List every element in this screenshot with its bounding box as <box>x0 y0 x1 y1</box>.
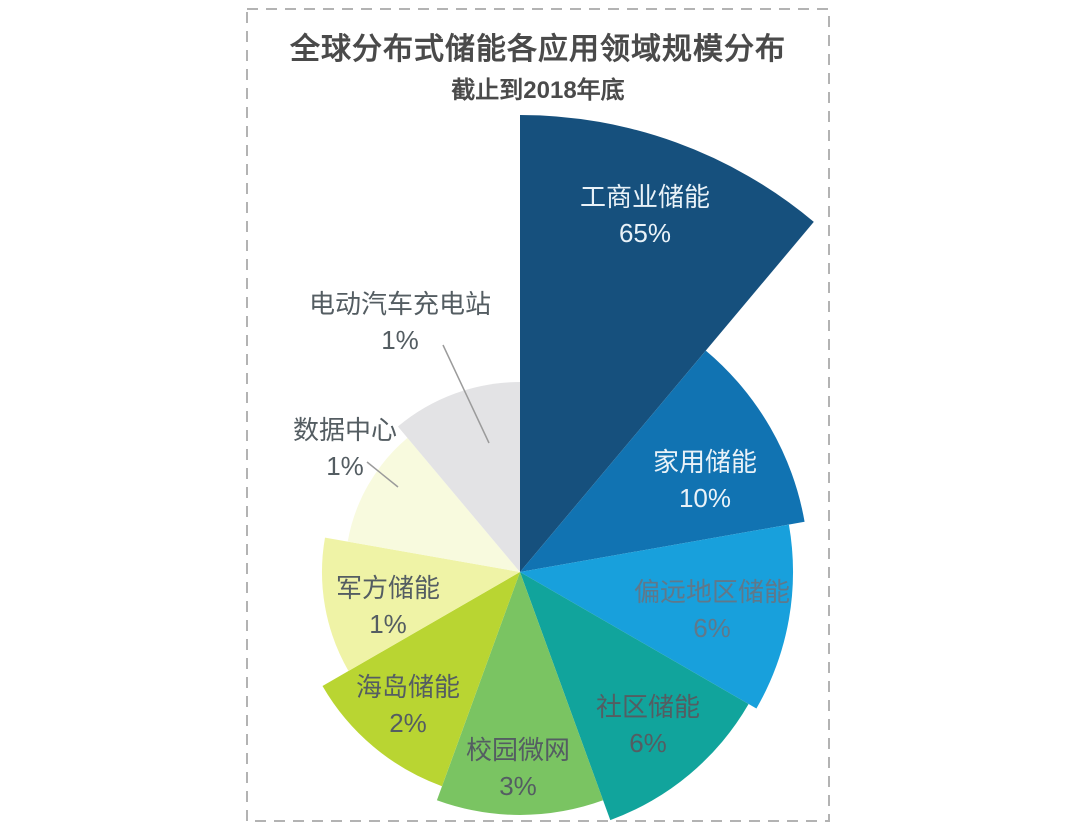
leader-line-data-center <box>366 461 399 488</box>
leader-line-ev-charging <box>442 344 490 444</box>
pie-slice-campus-microgrid[interactable] <box>436 572 604 815</box>
chart-subtitle: 截止到2018年底 <box>451 77 625 104</box>
pie-slice-residential[interactable] <box>520 350 805 572</box>
pie-slice-military[interactable] <box>321 537 520 671</box>
pie-slice-island[interactable] <box>322 572 521 787</box>
pie-slice-ev-charging[interactable] <box>397 382 520 572</box>
pie-slice-industrial-commercial[interactable] <box>520 115 814 572</box>
chart-border <box>246 8 830 822</box>
pie-slice-remote-area[interactable] <box>520 524 794 709</box>
pie-slice-community[interactable] <box>520 572 749 821</box>
chart-title: 全球分布式储能各应用领域规模分布 <box>290 33 786 66</box>
pie-slice-data-center[interactable] <box>347 437 520 572</box>
